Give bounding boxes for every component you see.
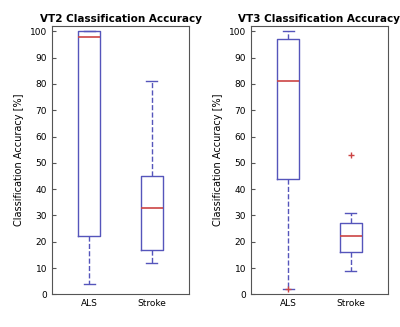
Title: VT2 Classification Accuracy: VT2 Classification Accuracy: [40, 14, 202, 24]
Title: VT3 Classification Accuracy: VT3 Classification Accuracy: [238, 14, 400, 24]
Y-axis label: Classification Accuracy [%]: Classification Accuracy [%]: [14, 94, 24, 227]
Y-axis label: Classification Accuracy [%]: Classification Accuracy [%]: [213, 94, 223, 227]
